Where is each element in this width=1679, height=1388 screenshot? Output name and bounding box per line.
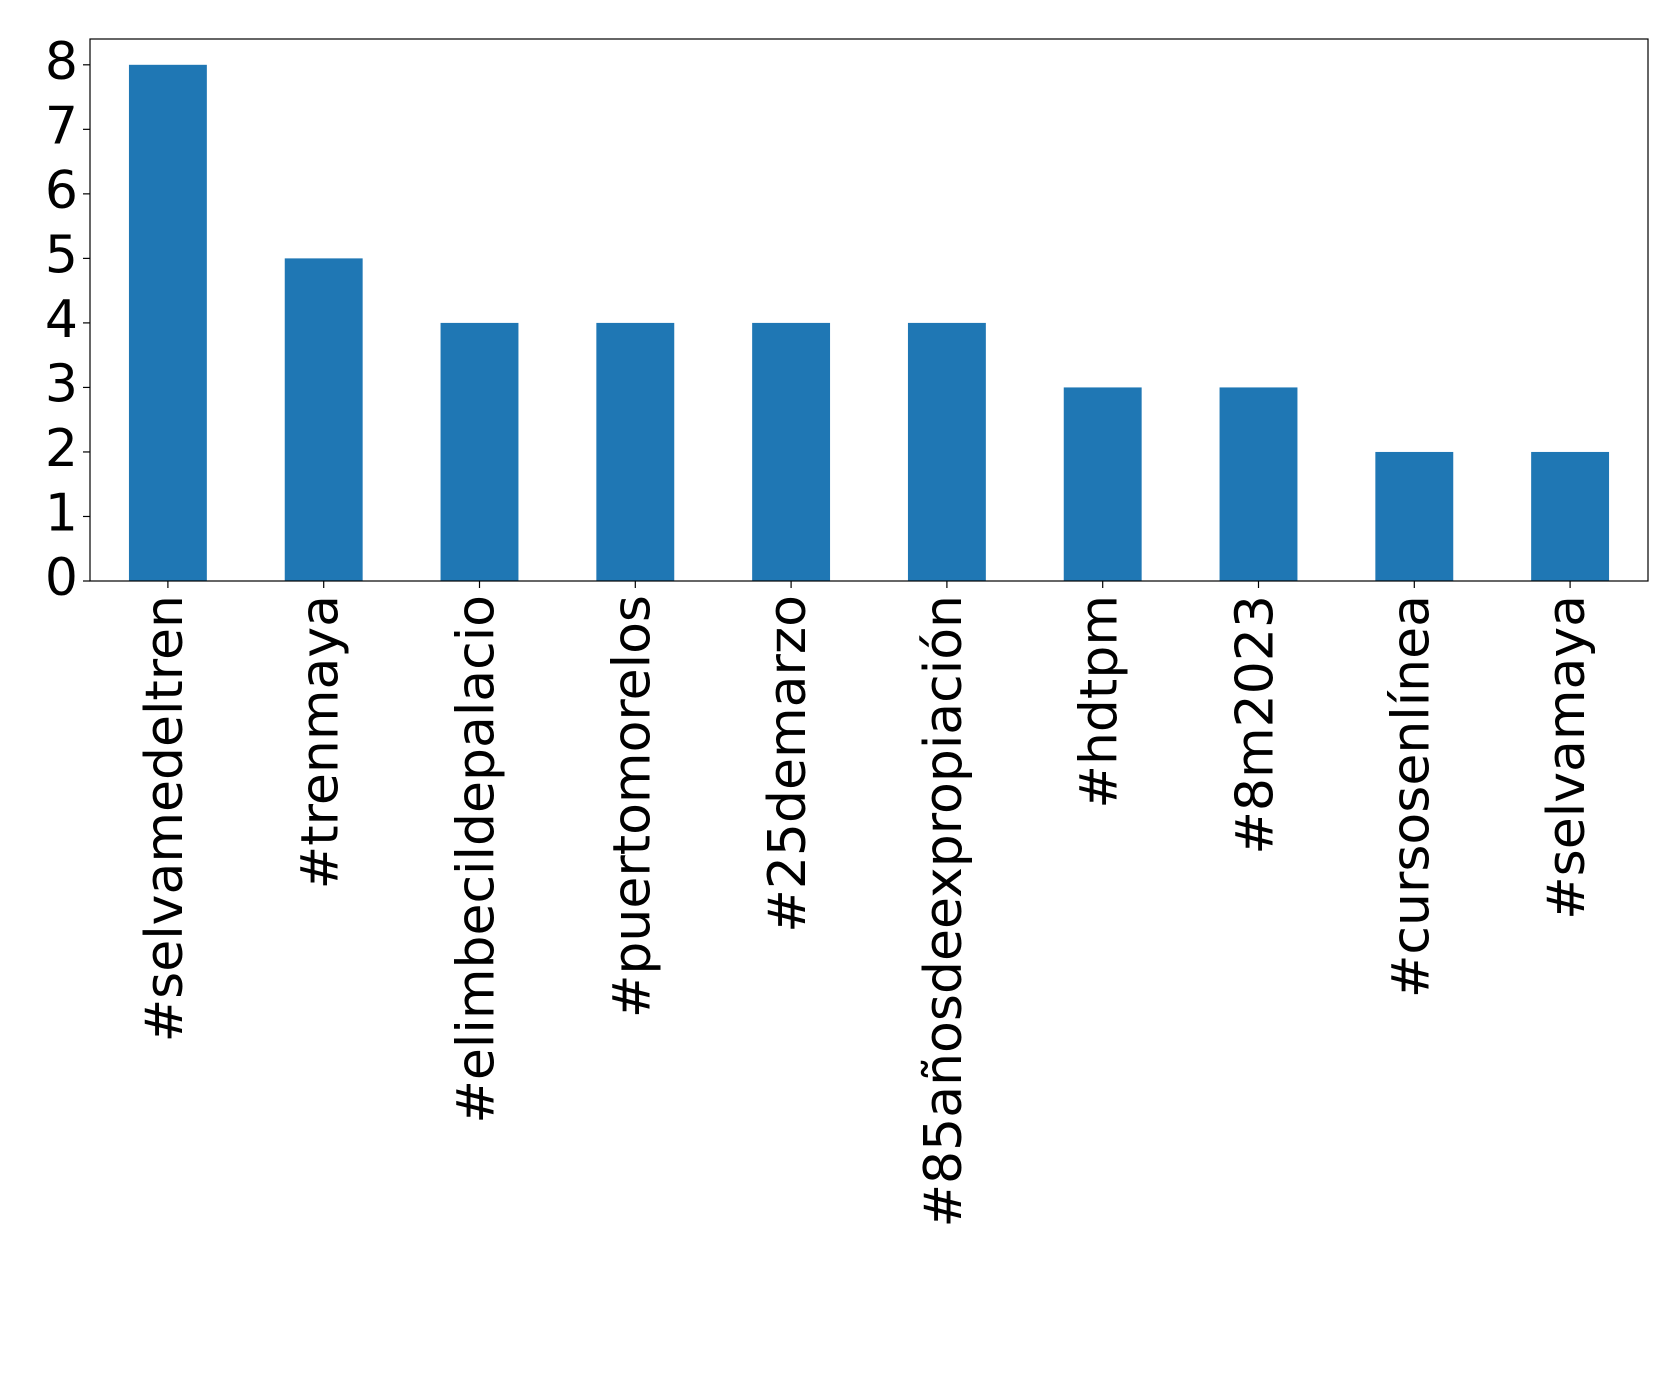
bar	[440, 322, 519, 581]
x-tick-label: #elimbecildepalacio	[447, 595, 507, 1124]
x-tick-label: #25demarzo	[758, 595, 818, 933]
y-tick-label: 8	[45, 32, 78, 92]
bar	[907, 322, 986, 581]
x-tick-label: #puertomorelos	[602, 595, 662, 1018]
y-tick-label: 3	[45, 354, 78, 414]
y-tick-label: 1	[45, 483, 78, 543]
x-tick-label: #cursosenlínea	[1381, 595, 1441, 998]
x-tick-label: #8m2023	[1226, 595, 1286, 855]
x-tick-label: #85añosdeexpropiación	[914, 595, 974, 1228]
x-tick-label: #hdtpm	[1070, 595, 1130, 809]
y-tick-label: 4	[45, 290, 78, 350]
y-tick-label: 5	[45, 225, 78, 285]
bar	[1531, 451, 1610, 581]
bar	[128, 64, 207, 582]
y-tick-label: 0	[45, 548, 78, 608]
x-tick-label: #trenmaya	[291, 595, 351, 889]
y-tick-label: 6	[45, 161, 78, 221]
plot-frame	[89, 38, 1649, 582]
bar	[1063, 387, 1142, 581]
bar	[284, 258, 363, 581]
x-tick-label: #selvamaya	[1537, 595, 1597, 920]
bar	[1375, 451, 1454, 581]
bar	[752, 322, 831, 581]
bar	[596, 322, 675, 581]
x-tick-label: #selvamedeltren	[135, 595, 195, 1042]
bar	[1219, 387, 1298, 581]
y-tick-label: 7	[45, 96, 78, 156]
y-tick-label: 2	[45, 419, 78, 479]
